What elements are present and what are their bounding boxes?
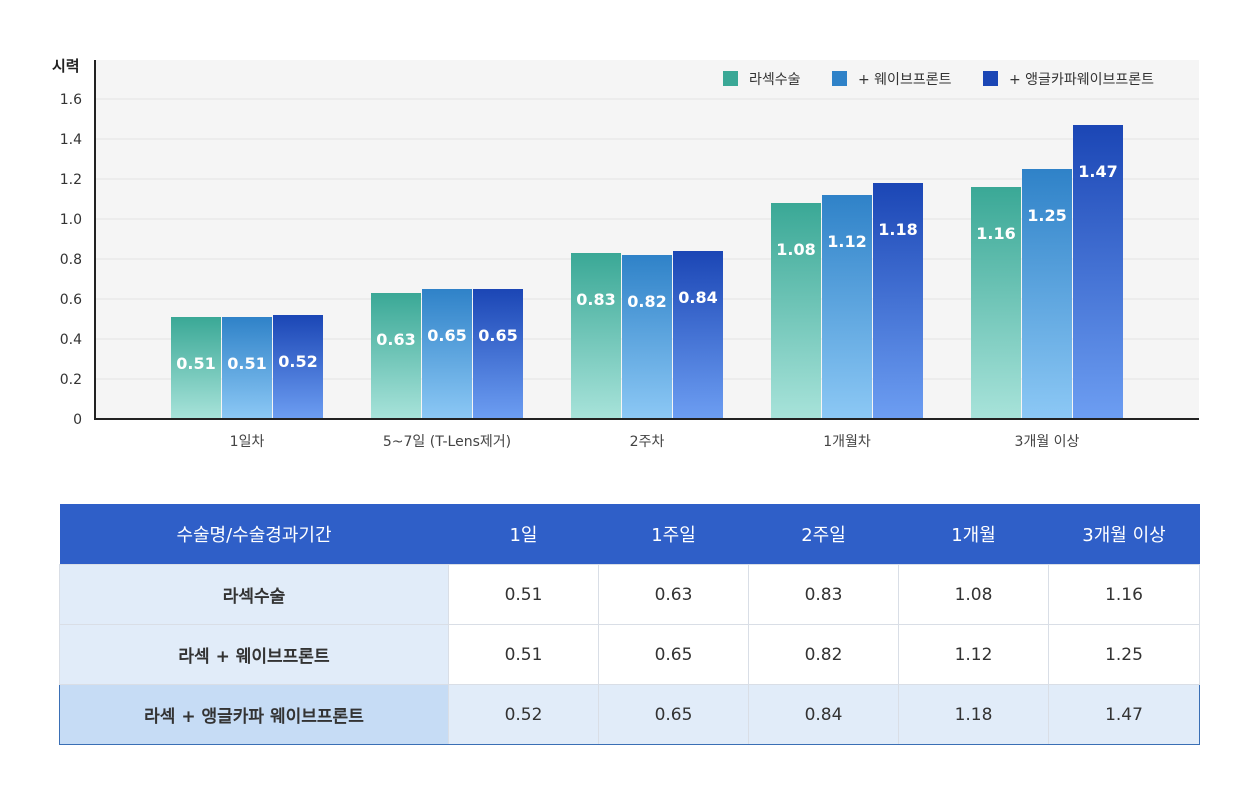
bar [673, 251, 723, 419]
header-cell: 1개월 [898, 504, 1049, 565]
bar-value-label: 1.16 [976, 224, 1015, 243]
bar [771, 203, 821, 419]
table-cell: 0.82 [748, 624, 899, 685]
x-category-label: 1개월차 [823, 434, 871, 450]
y-tick-label: 1.2 [60, 172, 82, 188]
bar-value-label: 0.51 [227, 354, 266, 373]
bar [1073, 125, 1123, 419]
bar [571, 253, 621, 419]
bar [822, 195, 872, 419]
table-header-row: 수술명/수술경과기간 1일 1주일 2주일 1개월 3개월 이상 [59, 504, 1200, 565]
table-cell: 1.18 [898, 684, 1049, 745]
legend-label: + 앵글카파웨이브프론트 [1009, 72, 1154, 88]
y-tick-label: 0.8 [60, 252, 82, 268]
table-cell: 0.65 [598, 624, 749, 685]
header-cell: 1주일 [598, 504, 749, 565]
bar [1022, 169, 1072, 419]
bar [422, 289, 472, 419]
legend-swatch [832, 71, 847, 86]
row-label: 라섹수술 [59, 564, 449, 625]
header-cell: 3개월 이상 [1048, 504, 1200, 565]
legend-label: + 웨이브프론트 [858, 72, 952, 88]
y-tick-label: 0 [73, 412, 82, 428]
y-tick-label: 1.6 [60, 92, 82, 108]
table-cell: 0.51 [448, 564, 599, 625]
x-category-label: 3개월 이상 [1015, 434, 1080, 450]
table-cell: 1.12 [898, 624, 1049, 685]
bar-value-label: 1.18 [878, 220, 917, 239]
x-category-label: 1일차 [230, 434, 265, 450]
table-cell: 0.52 [448, 684, 599, 745]
table-row: 라섹수술 0.51 0.63 0.83 1.08 1.16 [59, 564, 1200, 625]
bar-value-label: 0.63 [376, 330, 415, 349]
legend-swatch [983, 71, 998, 86]
bar-value-label: 1.08 [776, 240, 815, 259]
y-tick-label: 1.0 [60, 212, 82, 228]
bar [371, 293, 421, 419]
table-cell: 0.65 [598, 684, 749, 745]
header-cell: 수술명/수술경과기간 [59, 504, 449, 565]
x-category-label: 5~7일 (T-Lens제거) [383, 434, 511, 450]
bar-value-label: 0.51 [176, 354, 215, 373]
table-cell: 0.84 [748, 684, 899, 745]
x-category-label: 2주차 [630, 434, 665, 450]
y-tick-label: 0.4 [60, 332, 82, 348]
row-label: 라섹 + 웨이브프론트 [59, 624, 449, 685]
bar [222, 317, 272, 419]
bar [273, 315, 323, 419]
bar-value-label: 0.82 [627, 292, 666, 311]
table-row: 라섹 + 웨이브프론트 0.51 0.65 0.82 1.12 1.25 [59, 624, 1200, 685]
bar-value-label: 0.83 [576, 290, 615, 309]
header-cell: 2주일 [748, 504, 899, 565]
bar-value-label: 0.65 [427, 326, 466, 345]
bar [171, 317, 221, 419]
bar-value-label: 1.47 [1078, 162, 1117, 181]
table-cell: 0.51 [448, 624, 599, 685]
header-cell: 1일 [448, 504, 599, 565]
legend-swatch [723, 71, 738, 86]
row-label: 라섹 + 앵글카파 웨이브프론트 [59, 684, 449, 745]
bar [473, 289, 523, 419]
bar [873, 183, 923, 419]
bar-value-label: 1.12 [827, 232, 866, 251]
y-tick-label: 0.6 [60, 292, 82, 308]
bar-value-label: 0.52 [278, 352, 317, 371]
bar-value-label: 0.84 [678, 288, 717, 307]
table-cell: 0.63 [598, 564, 749, 625]
table-cell: 1.08 [898, 564, 1049, 625]
y-axis-title: 시력 [52, 57, 80, 75]
bar [622, 255, 672, 419]
y-tick-label: 0.2 [60, 372, 82, 388]
results-table: 수술명/수술경과기간 1일 1주일 2주일 1개월 3개월 이상 라섹수술 0.… [59, 504, 1200, 745]
bar-chart: 0.51 0.51 0.52 0.63 0.65 0.65 0.83 0.82 0.84 1.08… [52, 57, 1199, 450]
bar-value-label: 0.65 [478, 326, 517, 345]
table-cell: 0.83 [748, 564, 899, 625]
legend: 라섹수술 + 웨이브프론트 + 앵글카파웨이브프론트 [723, 71, 1154, 88]
bar [971, 187, 1021, 419]
table-row-highlighted: 라섹 + 앵글카파 웨이브프론트 0.52 0.65 0.84 1.18 1.4… [59, 684, 1200, 745]
table-cell: 1.25 [1048, 624, 1200, 685]
legend-label: 라섹수술 [749, 72, 801, 88]
bar-value-label: 1.25 [1027, 206, 1066, 225]
table-cell: 1.47 [1048, 684, 1200, 745]
y-tick-label: 1.4 [60, 132, 82, 148]
table-cell: 1.16 [1048, 564, 1200, 625]
